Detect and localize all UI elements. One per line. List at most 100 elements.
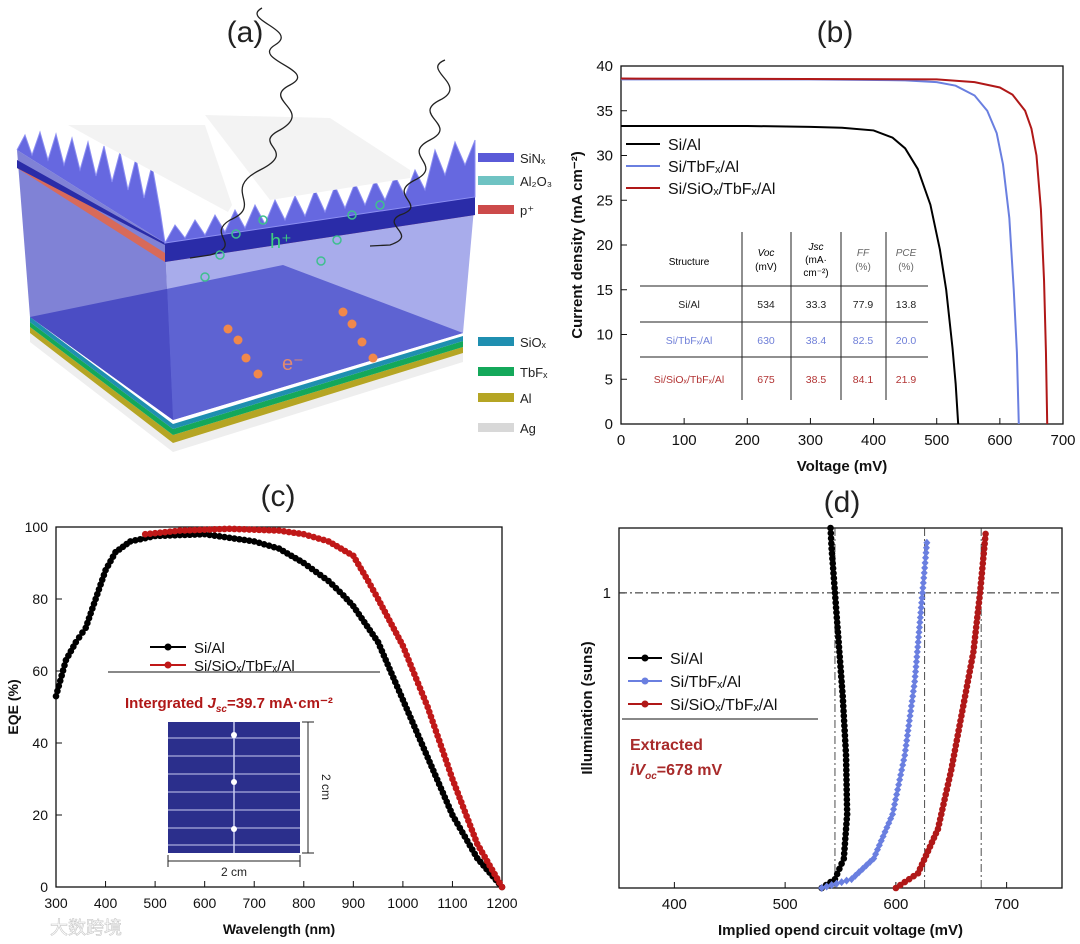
data-point	[911, 677, 919, 686]
data-point	[221, 533, 228, 541]
data-point	[840, 707, 847, 715]
data-point	[963, 683, 971, 690]
plot-frame	[620, 65, 1064, 425]
data-point	[915, 628, 923, 637]
table-cell: 20.0	[896, 335, 917, 347]
data-point	[245, 537, 253, 544]
legend-label: Si/SiOₓ/TbFₓ/Al	[194, 658, 295, 675]
data-point	[831, 584, 838, 592]
data-point	[973, 619, 981, 626]
data-point	[843, 820, 850, 828]
data-point	[972, 628, 979, 636]
data-point	[980, 545, 988, 552]
data-point	[823, 882, 831, 891]
table-cell: 38.4	[806, 335, 827, 347]
x-tick-label: 900	[342, 895, 366, 911]
data-point	[843, 791, 851, 798]
data-point	[920, 573, 928, 582]
x-tick-label: 300	[798, 432, 823, 449]
data-point	[211, 526, 218, 533]
table-cell: 77.9	[853, 299, 874, 311]
data-point	[221, 525, 228, 533]
data-point	[245, 526, 253, 533]
x-tick-label: 600	[193, 895, 217, 911]
data-point	[827, 524, 834, 532]
data-point	[947, 766, 955, 774]
data-point	[922, 553, 930, 562]
layer-legend: SiNₓ Al₂O₃ p⁺ SiOₓ TbFₓ Al Ag	[478, 151, 552, 436]
x-tick-label: 400	[861, 432, 886, 449]
data-point	[250, 538, 258, 545]
data-point	[275, 527, 283, 534]
data-point	[919, 583, 927, 592]
data-point	[841, 845, 848, 852]
table-cell: 675	[757, 374, 775, 386]
data-point	[946, 771, 954, 779]
data-point	[56, 677, 64, 685]
data-point	[901, 746, 909, 755]
data-point	[909, 692, 917, 701]
data-point	[832, 599, 840, 607]
table-header-ff: FF	[857, 248, 870, 259]
data-point	[918, 588, 926, 597]
x-axis-label: Wavelength (nm)	[223, 921, 335, 937]
y-tick-label: 10	[596, 327, 613, 344]
data-point	[839, 692, 847, 700]
data-point	[818, 884, 826, 892]
data-point	[934, 825, 942, 833]
data-point	[255, 526, 263, 534]
x-tick-label: 1100	[437, 895, 467, 911]
data-point	[839, 687, 846, 695]
table-header-ff-unit: (%)	[855, 262, 871, 273]
data-point	[831, 589, 839, 597]
y-tick-label: 25	[596, 192, 613, 209]
table-cell: Si/TbFₓ/Al	[666, 335, 713, 347]
data-point	[828, 881, 836, 890]
hole-markers	[200, 200, 385, 282]
table-header-pce-unit: (%)	[898, 262, 914, 273]
data-point	[921, 563, 929, 572]
extracted-label: Extracted	[630, 737, 703, 754]
data-point	[840, 850, 848, 857]
table-cell: 21.9	[896, 374, 917, 386]
light-wave-right	[369, 59, 451, 247]
data-point	[840, 712, 848, 720]
data-point	[843, 810, 851, 818]
data-point	[837, 673, 845, 680]
data-point	[250, 526, 258, 533]
data-point	[918, 598, 926, 607]
data-point	[280, 528, 288, 535]
data-point	[842, 751, 850, 759]
series-line	[620, 77, 1049, 425]
data-point	[908, 697, 916, 706]
data-point	[216, 525, 223, 533]
data-point	[834, 628, 842, 636]
data-point	[834, 633, 842, 641]
data-point	[964, 678, 972, 685]
data-point	[843, 781, 850, 789]
legend-swatch	[478, 176, 514, 185]
data-point	[141, 530, 149, 538]
inset-height-label: 2 cm	[319, 774, 333, 800]
data-point	[840, 717, 848, 725]
data-point	[226, 525, 233, 533]
legend-label: Si/TbFₓ/Al	[668, 159, 739, 176]
data-point	[270, 543, 278, 551]
tbfx-layer	[30, 322, 463, 435]
data-point	[828, 550, 836, 557]
table-header-voc-unit: (mV)	[755, 262, 777, 273]
data-point	[295, 530, 303, 537]
data-point	[841, 722, 848, 730]
data-point	[956, 722, 963, 730]
panel-d-label: (d)	[824, 486, 861, 519]
table-cell: 82.5	[853, 335, 874, 347]
data-point	[903, 731, 911, 740]
ivoc-chart: 400 500 600 700 1 Implied opend circuit volta…	[579, 524, 1063, 939]
data-point	[201, 526, 208, 533]
data-point	[917, 608, 925, 617]
data-point	[838, 878, 846, 887]
legend-swatch	[478, 423, 514, 432]
data-point	[136, 535, 144, 543]
data-point	[962, 687, 970, 695]
bottom-silver-layer	[30, 333, 463, 452]
